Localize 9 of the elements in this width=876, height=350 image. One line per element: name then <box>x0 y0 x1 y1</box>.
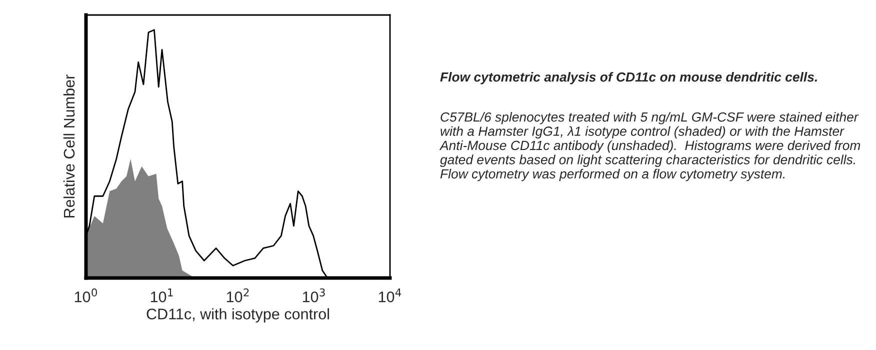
x-axis-title: CD11c, with isotype control <box>146 308 329 322</box>
x-tick-label: 10$^{2}$ <box>226 288 249 302</box>
x-tick-label: 10$^{0}$ <box>74 288 98 302</box>
y-axis-title: Relative Cell Number <box>63 74 75 218</box>
x-tick-label: 10$^{1}$ <box>150 288 173 302</box>
text: C57BL/6 splenocytes treated with 5 ng/mL GM-CSF were stained either with a Hamster IgG1, λ1 isotype control (shaded) or with the Hamster Anti-Mouse CD11c antibody (unshaded). Histograms were derived from gated events based on light scattering characteristics for dendritic cells. Flow cytometry was performed on a flow cytometry system. <box>439 112 860 182</box>
text: Flow cytometric analysis of CD11c on mouse dendritic cells. <box>440 72 817 84</box>
x-tick-label: 10$^{4}$ <box>378 288 402 302</box>
x-tick-label: 10$^{3}$ <box>302 288 325 302</box>
